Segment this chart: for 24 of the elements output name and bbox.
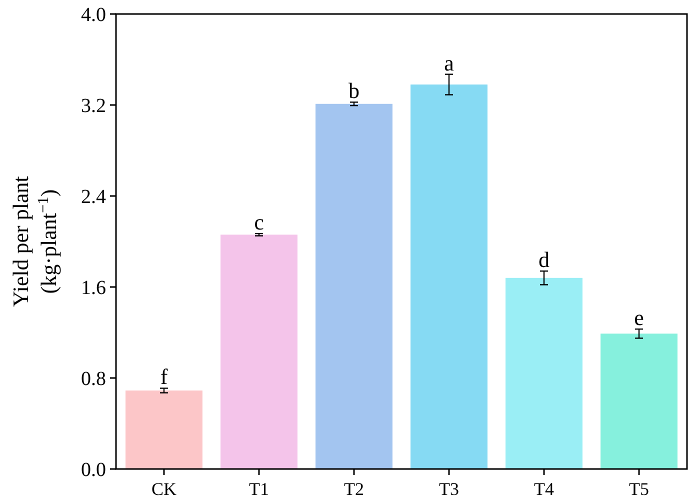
annotation: b (348, 78, 360, 104)
y-tick-label: 4.0 (81, 4, 106, 26)
x-tick-label: CK (151, 479, 176, 499)
bar (600, 334, 678, 469)
x-tick-label: T4 (534, 479, 554, 499)
x-tick-label: T1 (248, 479, 269, 499)
bar (410, 84, 488, 469)
x-tick-label: T5 (629, 479, 650, 499)
x-tick-label: T3 (439, 479, 460, 499)
y-tick-label: 0.8 (81, 368, 106, 390)
bar (506, 278, 582, 469)
y-tick-label: 0.0 (81, 459, 106, 481)
y-tick-label: 2.4 (81, 186, 106, 208)
bar (126, 390, 202, 469)
x-tick-label: T2 (344, 479, 364, 499)
annotation: e (634, 305, 644, 330)
y-tick-label: 3.2 (81, 95, 106, 117)
y-tick-label: 1.6 (81, 277, 106, 299)
annotation: f (160, 364, 168, 390)
annotation: c (254, 210, 264, 235)
bar (220, 234, 298, 469)
annotation: d (538, 247, 550, 272)
bar (316, 104, 392, 469)
annotation: a (444, 50, 454, 76)
